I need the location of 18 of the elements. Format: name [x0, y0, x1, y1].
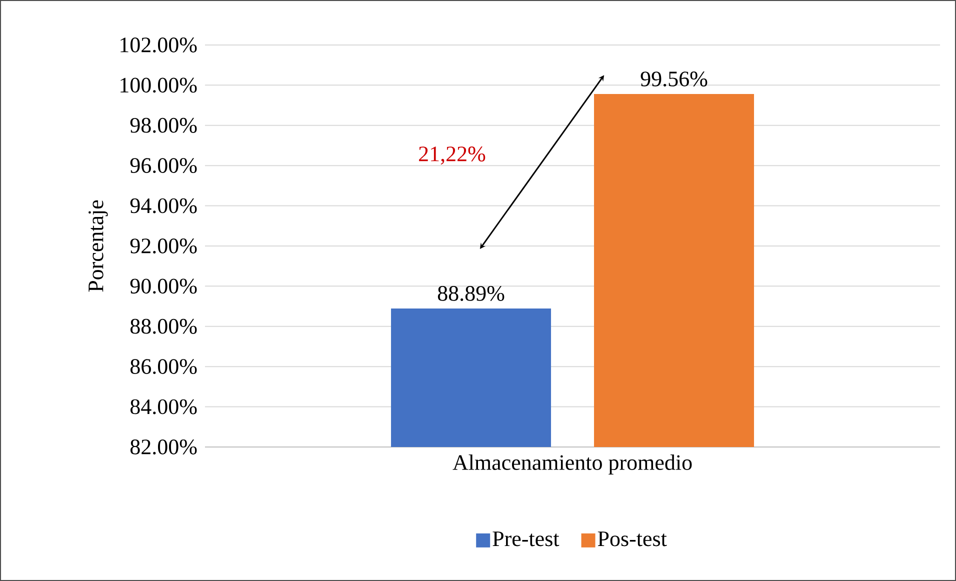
y-tick-label: 92.00% [130, 238, 197, 254]
y-axis-title: Porcentaje [88, 200, 108, 292]
legend-label: Pre-test [492, 532, 560, 546]
x-tick-label: Almacenamiento promedio [452, 454, 692, 474]
y-tick-label: 96.00% [130, 158, 197, 174]
data-label: 88.89% [438, 286, 504, 301]
y-tick-label: 98.00% [130, 118, 197, 133]
y-tick-label: 94.00% [130, 198, 197, 214]
y-tick-label: 88.00% [130, 318, 197, 334]
y-tick-label: 102.00% [120, 38, 197, 52]
y-tick-label: 86.00% [130, 359, 197, 374]
data-label: 99.56% [640, 72, 708, 86]
legend-label: Pos-test [598, 532, 667, 546]
y-tick-label: 82.00% [130, 440, 197, 454]
annotation: 21,22% [419, 146, 486, 165]
y-tick-label: 90.00% [130, 278, 197, 294]
y-tick-label: 100.00% [120, 78, 197, 93]
y-tick-label: 84.00% [130, 399, 197, 414]
